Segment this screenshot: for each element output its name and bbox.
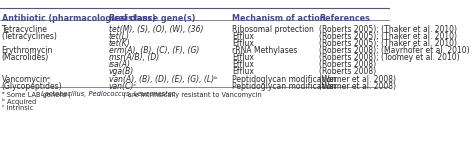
Text: Efflux: Efflux	[232, 67, 254, 76]
Text: (Tetracyclines): (Tetracyclines)	[1, 32, 57, 41]
Text: (Roberts 2008): (Roberts 2008)	[319, 60, 376, 69]
Text: Mechanism of action: Mechanism of action	[232, 14, 326, 23]
Text: (Roberts 2008); (Toomey et al. 2010): (Roberts 2008); (Toomey et al. 2010)	[319, 53, 460, 62]
Text: msr(A/B), (D): msr(A/B), (D)	[109, 53, 159, 62]
Text: Peptidoglycan modification: Peptidoglycan modification	[232, 75, 337, 84]
Text: Lactobacillus, Pediococcus, Leuconostoc: Lactobacillus, Pediococcus, Leuconostoc	[41, 91, 176, 97]
Text: vga(B): vga(B)	[109, 67, 134, 76]
Text: erm(A), (B), (C), (F), (G): erm(A), (B), (C), (F), (G)	[109, 46, 199, 55]
Text: (Roberts 2008); (Mayrhofer et al. 2010): (Roberts 2008); (Mayrhofer et al. 2010)	[319, 46, 470, 55]
Text: Erythromycin: Erythromycin	[1, 46, 53, 55]
Text: Antibiotic (pharmacological class): Antibiotic (pharmacological class)	[1, 14, 155, 23]
Text: Efflux: Efflux	[232, 53, 254, 62]
Text: (Roberts 2005); (Thaker et al. 2010): (Roberts 2005); (Thaker et al. 2010)	[319, 25, 457, 34]
Text: isa(A): isa(A)	[109, 60, 131, 69]
Text: (Glycopeptides): (Glycopeptides)	[1, 82, 62, 91]
Text: rRNA Methylases: rRNA Methylases	[232, 46, 297, 55]
Text: (Werner et al. 2008): (Werner et al. 2008)	[319, 82, 396, 91]
Text: Efflux: Efflux	[232, 32, 254, 41]
Text: tet(M), (S), (O), (W), (36): tet(M), (S), (O), (W), (36)	[109, 25, 203, 34]
Text: ᵃ Some LAB genera (: ᵃ Some LAB genera (	[1, 91, 71, 97]
Text: Ribosomal protection: Ribosomal protection	[232, 25, 314, 34]
Text: tet(L): tet(L)	[109, 32, 129, 41]
Text: ᵇ Acquired: ᵇ Acquired	[1, 98, 36, 105]
Text: (Roberts 2008): (Roberts 2008)	[319, 67, 376, 76]
Text: (Macrolides): (Macrolides)	[1, 53, 49, 62]
Text: Efflux: Efflux	[232, 60, 254, 69]
Text: Vancomycinᵃ: Vancomycinᵃ	[1, 75, 51, 84]
Text: (Werner et al. 2008): (Werner et al. 2008)	[319, 75, 396, 84]
Text: ) are intrinsically resistant to Vancomycin: ) are intrinsically resistant to Vancomy…	[123, 91, 262, 97]
Text: References: References	[319, 14, 370, 23]
Text: (Roberts 2005); (Thaker et al. 2010): (Roberts 2005); (Thaker et al. 2010)	[319, 39, 457, 48]
Text: van(A), (B), (D), (E), (G), (L)ᵇ: van(A), (B), (D), (E), (G), (L)ᵇ	[109, 75, 217, 84]
Text: Tetracycline: Tetracycline	[1, 25, 47, 34]
Text: tet(K): tet(K)	[109, 39, 130, 48]
Text: ᶜ Intrinsic: ᶜ Intrinsic	[1, 105, 33, 111]
Text: Peptidoglycan modification: Peptidoglycan modification	[232, 82, 337, 91]
Text: Efflux: Efflux	[232, 39, 254, 48]
Text: Resistance gene(s): Resistance gene(s)	[109, 14, 195, 23]
Text: (Roberts 2005); (Thaker et al. 2010): (Roberts 2005); (Thaker et al. 2010)	[319, 32, 457, 41]
Text: van(C)ᶜ: van(C)ᶜ	[109, 82, 137, 91]
